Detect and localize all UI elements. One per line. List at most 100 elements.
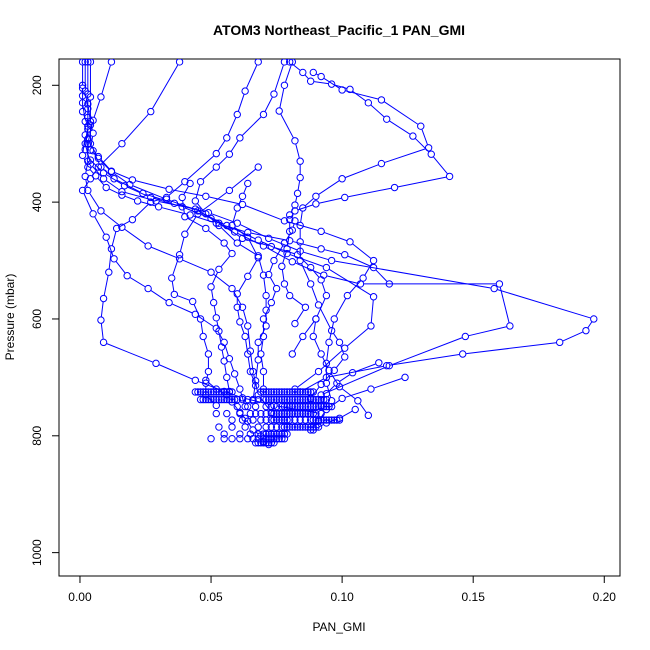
series-segment	[179, 237, 185, 252]
data-point	[209, 388, 218, 396]
data-point	[257, 439, 265, 447]
data-point	[314, 367, 323, 376]
data-point	[330, 366, 338, 375]
data-point	[225, 395, 234, 404]
series-segment	[352, 243, 372, 259]
x-tick-label: 0.05	[199, 590, 223, 604]
data-point	[254, 163, 262, 171]
series-segment	[335, 298, 347, 317]
data-point	[230, 370, 239, 378]
data-point	[314, 301, 323, 309]
data-point	[78, 186, 87, 195]
data-point	[272, 402, 281, 411]
series-segment	[245, 339, 248, 351]
profile-series	[257, 59, 304, 393]
data-point	[207, 388, 215, 396]
series-segment	[297, 373, 317, 388]
data-point	[257, 350, 265, 358]
data-point	[215, 388, 223, 396]
series-segment	[101, 65, 111, 94]
series-segment	[129, 277, 146, 288]
data-point	[118, 191, 126, 199]
data-point	[341, 193, 349, 202]
profile-series	[86, 59, 378, 393]
data-point	[246, 367, 255, 376]
data-point	[459, 350, 467, 358]
data-point	[272, 416, 281, 424]
data-point	[233, 204, 241, 212]
y-tick-label: 1000	[30, 539, 44, 566]
series-segment	[285, 65, 292, 83]
series-segment	[329, 322, 334, 340]
series-segment	[111, 231, 117, 246]
data-point	[259, 367, 268, 376]
data-point	[409, 132, 417, 140]
series-segment	[218, 156, 228, 165]
data-point	[275, 416, 283, 424]
data-point	[265, 234, 273, 243]
series-segment	[271, 239, 298, 251]
plot-frame	[58, 58, 621, 577]
data-point	[327, 397, 336, 405]
data-point	[296, 173, 304, 182]
series-segment	[218, 334, 222, 344]
data-point	[280, 402, 289, 411]
series-segment	[243, 186, 247, 194]
data-point	[338, 86, 346, 94]
series-segment	[370, 300, 374, 323]
data-point	[291, 423, 299, 431]
data-point	[309, 423, 317, 431]
series-segment	[85, 129, 88, 141]
series-segment	[200, 192, 227, 213]
data-point	[285, 423, 294, 431]
data-point	[84, 186, 92, 195]
series-segment	[260, 357, 264, 369]
series-segment	[466, 342, 557, 355]
series-segment	[279, 88, 285, 108]
series-segment	[216, 321, 219, 328]
data-point	[327, 256, 336, 265]
series-segment	[224, 345, 229, 356]
series-segment	[374, 378, 402, 389]
series-segment	[92, 166, 102, 177]
data-point	[322, 416, 331, 424]
series-segment	[234, 227, 246, 236]
data-point	[293, 402, 302, 411]
series-segment	[303, 251, 329, 261]
data-point	[223, 134, 231, 142]
data-point	[495, 280, 504, 288]
series-segment	[231, 168, 256, 189]
series-segment	[103, 275, 109, 296]
data-point	[299, 204, 307, 212]
series-segment	[187, 217, 203, 228]
data-point	[306, 263, 315, 272]
series-segment	[217, 140, 226, 151]
data-point	[301, 388, 310, 396]
data-point	[238, 234, 247, 243]
data-point	[262, 416, 270, 424]
data-point	[254, 395, 262, 404]
data-point	[81, 145, 89, 154]
series-segment	[109, 188, 119, 195]
data-point	[259, 332, 268, 341]
data-point	[385, 361, 394, 370]
series-segment	[327, 275, 358, 284]
series-segment	[238, 279, 247, 292]
series-segment	[421, 129, 428, 145]
series-segment	[342, 410, 353, 418]
data-point	[86, 93, 95, 101]
data-point	[194, 210, 202, 218]
series-segment	[260, 339, 264, 351]
data-point	[225, 388, 234, 396]
series-segment	[171, 281, 175, 292]
data-point	[285, 227, 294, 236]
data-point	[207, 395, 215, 404]
data-point	[244, 272, 252, 281]
series-segment	[221, 350, 225, 358]
data-point	[254, 338, 262, 347]
series-segment	[312, 269, 320, 278]
data-point	[304, 423, 312, 431]
data-point	[296, 221, 304, 230]
data-point	[97, 93, 105, 101]
data-point	[427, 150, 435, 158]
